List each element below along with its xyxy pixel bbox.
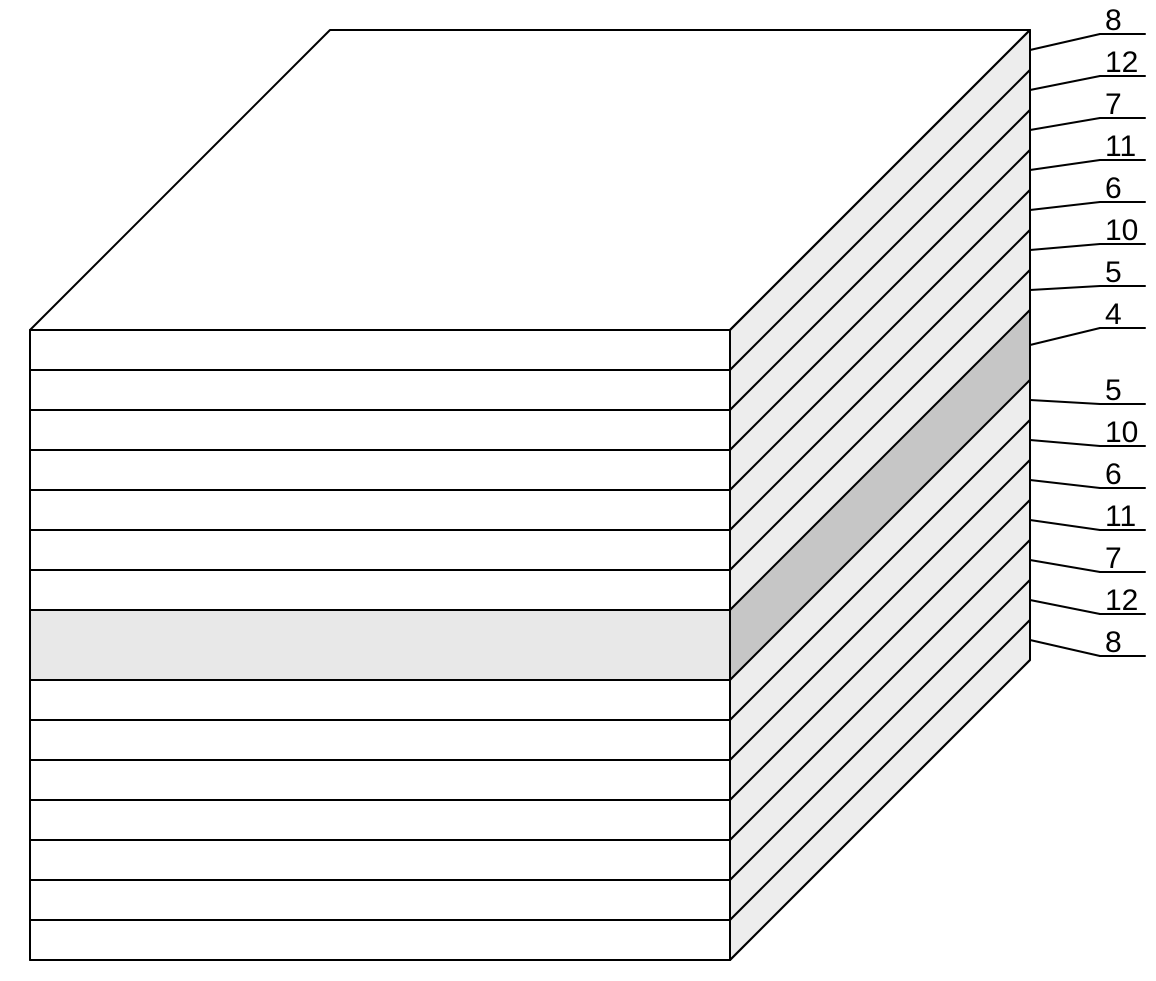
leader-line <box>1030 286 1100 290</box>
callout-label: 12 <box>1105 46 1138 79</box>
leader-line <box>1030 600 1100 614</box>
front-layer <box>30 840 730 880</box>
front-layer <box>30 760 730 800</box>
leader-line <box>1030 440 1100 446</box>
leader-line <box>1030 520 1100 530</box>
front-layer <box>30 530 730 570</box>
leader-line <box>1030 480 1100 488</box>
leader-line <box>1030 34 1100 50</box>
leader-line <box>1030 400 1100 404</box>
front-layer <box>30 880 730 920</box>
front-layer <box>30 680 730 720</box>
front-layer <box>30 920 730 960</box>
front-layer <box>30 410 730 450</box>
leader-line <box>1030 244 1100 250</box>
callout-label: 10 <box>1105 416 1138 449</box>
leader-line <box>1030 560 1100 572</box>
leader-line <box>1030 118 1100 130</box>
callout-label: 7 <box>1105 88 1122 121</box>
front-layer <box>30 610 730 680</box>
callout-label: 5 <box>1105 256 1122 289</box>
leader-line <box>1030 328 1100 345</box>
callout-label: 6 <box>1105 172 1122 205</box>
front-layer <box>30 370 730 410</box>
front-layer <box>30 490 730 530</box>
front-layer <box>30 570 730 610</box>
leader-line <box>1030 202 1100 210</box>
front-face <box>30 330 730 960</box>
callout-label: 5 <box>1105 374 1122 407</box>
callout-label: 10 <box>1105 214 1138 247</box>
front-layer <box>30 450 730 490</box>
front-layer <box>30 720 730 760</box>
callout-label: 6 <box>1105 458 1122 491</box>
callout-label: 8 <box>1105 4 1122 37</box>
front-layer <box>30 330 730 370</box>
callout-label: 11 <box>1105 500 1136 533</box>
callout-label: 7 <box>1105 542 1122 575</box>
front-layer <box>30 800 730 840</box>
leader-line <box>1030 76 1100 90</box>
layered-block-diagram: 8 12 7 11 6 10 5 4 5 10 6 11 7 12 8 <box>0 0 1156 981</box>
callout-label: 11 <box>1105 130 1136 163</box>
callout-label: 4 <box>1105 298 1122 331</box>
leader-line <box>1030 640 1100 656</box>
callouts: 8 12 7 11 6 10 5 4 5 10 6 11 7 12 8 <box>1030 4 1145 659</box>
leader-line <box>1030 160 1100 170</box>
callout-label: 8 <box>1105 626 1122 659</box>
callout-label: 12 <box>1105 584 1138 617</box>
